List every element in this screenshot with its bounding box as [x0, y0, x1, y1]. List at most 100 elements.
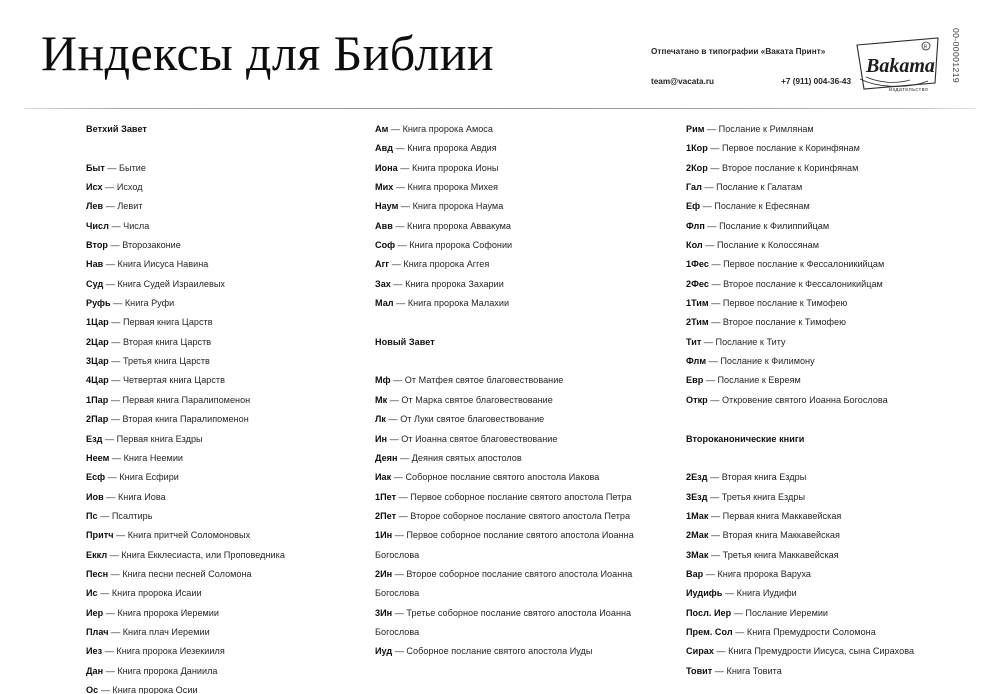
entry-full-name: От Марка святое благовествование	[401, 394, 553, 405]
index-entry: Дан — Книга пророка Даниила	[86, 662, 376, 681]
entry-full-name: Книга Премудрости Иисуса, сына Сирахова	[728, 646, 915, 657]
index-entry: Иона — Книга пророка Ионы	[375, 159, 670, 178]
entry-abbreviation: Ис	[86, 588, 98, 599]
entry-separator: —	[391, 472, 406, 483]
index-entry: Деян — Деяния святых апостолов	[375, 449, 670, 468]
index-entry: 2Фес — Второе послание к Фессалоникийцам	[686, 275, 966, 294]
entry-abbreviation: 1Мак	[686, 510, 709, 521]
entry-separator: —	[703, 568, 718, 579]
index-entry: Лк — От Луки святое благовествование	[375, 410, 670, 429]
entry-full-name: Книга Руфи	[124, 298, 175, 309]
entry-separator: —	[706, 356, 721, 367]
entry-separator: —	[392, 646, 407, 657]
index-entry: Пс — Псалтирь	[86, 507, 376, 526]
index-entry: Ис — Книга пророка Исаии	[86, 584, 376, 603]
entry-separator: —	[708, 510, 723, 521]
entry-abbreviation: Плач	[86, 626, 109, 637]
entry-list-deuterocanonical: 2Езд — Вторая книга Ездры 3Езд — Третья к…	[686, 468, 966, 681]
index-entry: Иов — Книга Иова	[86, 488, 376, 507]
entry-separator: —	[385, 414, 401, 425]
entry-full-name: Книга Товита	[726, 665, 782, 676]
entry-separator: —	[713, 646, 729, 657]
entry-full-name: Книга пророка Варуха	[717, 568, 812, 579]
entry-full-name: Книга пророка Михея	[407, 182, 498, 193]
entry-full-name: Книга притчей Соломоновых	[127, 530, 251, 541]
entry-full-name: Книга пророка Амоса	[402, 124, 493, 134]
entry-separator: —	[393, 143, 408, 154]
index-entry: Ам — Книга пророка Амоса	[375, 120, 670, 139]
entry-full-name: Книга пророка Авдия	[407, 143, 497, 154]
entry-full-name: Откровение святого Иоанна Богослова	[721, 394, 888, 405]
entry-full-name: Послание Иеремии	[745, 607, 829, 618]
entry-separator: —	[732, 626, 747, 637]
entry-separator: —	[397, 162, 412, 173]
entry-separator: —	[708, 259, 724, 270]
entry-abbreviation: Ам	[375, 124, 389, 134]
entry-separator: —	[393, 298, 408, 309]
entry-abbreviation: Иак	[375, 472, 392, 483]
entry-full-name: Второе соборное послание святого апостол…	[410, 510, 631, 521]
entry-full-name: Книга Екклесиаста, или Проповедника	[121, 549, 285, 560]
index-entry: Ос — Книга пророка Осии	[86, 681, 376, 694]
index-columns: Ветхий Завет Быт — Бытие Исх — Исход Лев —…	[0, 120, 1000, 694]
entry-abbreviation: Пс	[86, 510, 98, 521]
entry-abbreviation: Песн	[86, 568, 109, 579]
entry-separator: —	[707, 162, 723, 173]
index-entry: Зах — Книга пророка Захарии	[375, 275, 670, 294]
email-text[interactable]: team@vacata.ru	[651, 77, 715, 86]
entry-separator: —	[707, 143, 723, 154]
entry-full-name: Книга Премудрости Соломона	[746, 626, 876, 637]
index-entry: 2Тим — Второе послание к Тимофею	[686, 313, 966, 332]
entry-full-name: От Луки святое благовествование	[400, 414, 545, 425]
index-entry: 1Цар — Первая книга Царств	[86, 313, 376, 332]
index-entry: 1Тим — Первое послание к Тимофею	[686, 294, 966, 313]
entry-separator: —	[392, 530, 407, 541]
entry-separator: —	[102, 182, 117, 193]
index-entry: Руфь — Книга Руфи	[86, 294, 376, 313]
entry-full-name: Книга пророка Захарии	[405, 278, 504, 289]
entry-separator: —	[107, 549, 122, 560]
entry-full-name: Соборное послание святого апостола Иуды	[406, 646, 593, 657]
entry-abbreviation: Иона	[375, 162, 398, 173]
entry-abbreviation: Агг	[375, 259, 390, 270]
index-entry: Кол — Послание к Колоссянам	[686, 236, 966, 255]
entry-abbreviation: Иер	[86, 607, 104, 618]
index-entry: Втор — Второзаконие	[86, 236, 376, 255]
entry-full-name: Второе соборное послание святого апостол…	[375, 568, 633, 599]
entry-full-name: Первая книга Царств	[122, 317, 213, 328]
entry-full-name: Первая книга Паралипоменон	[122, 394, 251, 405]
entry-abbreviation: Посл. Иер	[686, 607, 732, 618]
index-entry: 4Цар — Четвертая книга Царств	[86, 371, 376, 390]
entry-full-name: Вторая книга Паралипоменон	[122, 414, 249, 425]
entry-abbreviation: Деян	[375, 452, 398, 463]
entry-full-name: Исход	[116, 182, 143, 193]
entry-abbreviation: Авв	[375, 220, 393, 231]
phone-text[interactable]: +7 (911) 004-36-43	[781, 77, 851, 86]
contact-block: team@vacata.ru +7 (911) 004-36-43	[651, 76, 851, 87]
entry-full-name: Первое послание к Фессалоникийцам	[723, 259, 885, 270]
entry-separator: —	[392, 220, 408, 231]
imprint-text: Отпечатано в типографии «Вакатa Принт»	[651, 47, 826, 56]
entry-separator: —	[97, 588, 112, 599]
entry-abbreviation: Лк	[375, 414, 386, 425]
entry-abbreviation: Наум	[375, 201, 399, 212]
entry-full-name: Книга пророка Аввакума	[407, 220, 512, 231]
index-entry: Нав — Книга Иисуса Навина	[86, 255, 376, 274]
entry-separator: —	[108, 356, 123, 367]
index-entry: Мф — От Матфея святое благовествование	[375, 371, 670, 390]
entry-separator: —	[708, 317, 723, 328]
index-entry: 1Пар — Первая книга Паралипоменон	[86, 391, 376, 410]
entry-full-name: Первое послание к Коринфянам	[722, 143, 860, 154]
index-entry: Ин — От Иоанна святое благовествование	[375, 430, 670, 449]
entry-list-new-testament: Мф — От Матфея святое благовествование Мк…	[375, 371, 670, 661]
entry-full-name: Книга пророка Наума	[412, 201, 504, 212]
index-entry: Авв — Книга пророка Аввакума	[375, 217, 670, 236]
index-entry: Мих — Книга пророка Михея	[375, 178, 670, 197]
entry-abbreviation: 2Фес	[686, 278, 709, 289]
index-entry: 1Фес — Первое послание к Фессалоникийцам	[686, 255, 966, 274]
entry-abbreviation: 1Тим	[686, 298, 709, 309]
entry-abbreviation: Иез	[86, 646, 103, 657]
entry-abbreviation: Дан	[86, 665, 104, 676]
entry-full-name: От Матфея святое благовествование	[404, 375, 564, 386]
entry-separator: —	[387, 433, 402, 444]
